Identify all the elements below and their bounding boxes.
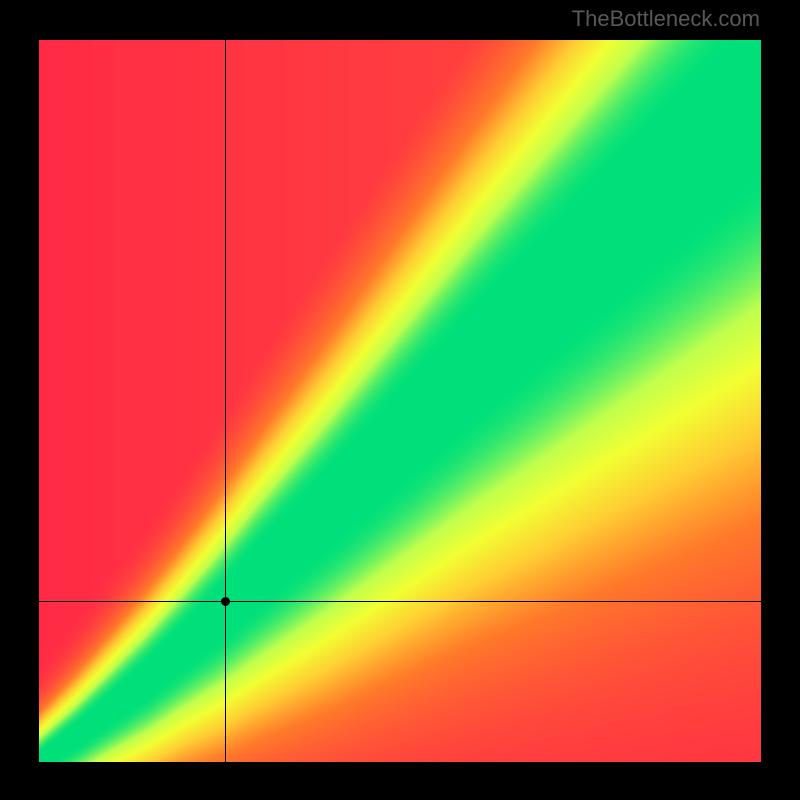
watermark-text: TheBottleneck.com [572,6,760,32]
crosshair-dot [221,597,230,606]
crosshair-vertical [225,40,226,762]
crosshair-horizontal [39,601,761,602]
heatmap-canvas [39,40,761,762]
chart-container: TheBottleneck.com [0,0,800,800]
heatmap-plot [39,40,761,762]
